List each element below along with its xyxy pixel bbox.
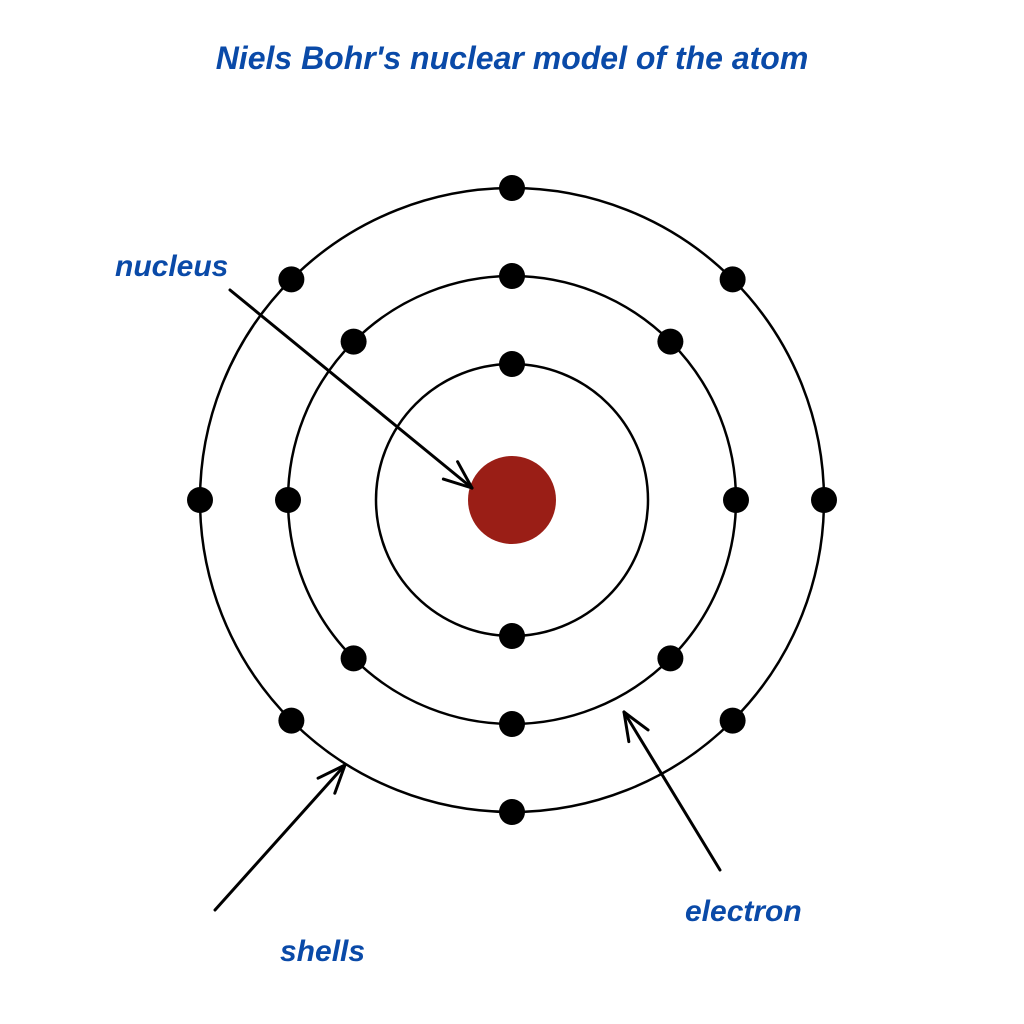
electron [187, 487, 213, 513]
electron [720, 708, 746, 734]
electron [811, 487, 837, 513]
electron [657, 329, 683, 355]
electron [278, 266, 304, 292]
electron [499, 799, 525, 825]
electron [499, 351, 525, 377]
nucleus-arrow [230, 290, 472, 488]
electron [278, 708, 304, 734]
shells-arrow [215, 765, 345, 910]
electron [341, 329, 367, 355]
electron-arrow [624, 712, 720, 870]
electron [720, 266, 746, 292]
electron [341, 645, 367, 671]
electron [657, 645, 683, 671]
electron [723, 487, 749, 513]
nucleus [468, 456, 556, 544]
electron [499, 711, 525, 737]
electron [499, 175, 525, 201]
electron [275, 487, 301, 513]
atom-diagram [0, 0, 1024, 1024]
electron [499, 623, 525, 649]
electron [499, 263, 525, 289]
